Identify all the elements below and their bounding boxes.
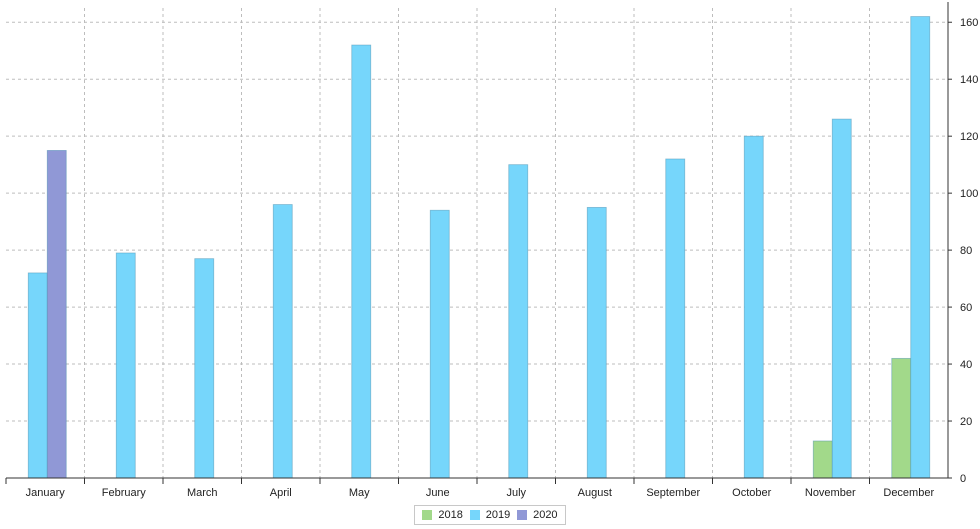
- bar-2019-july: [508, 164, 529, 479]
- bars: [27, 16, 931, 479]
- legend-item-2019: 2019: [469, 509, 511, 521]
- bar-2019-january: [27, 272, 48, 479]
- bar-2019-august: [586, 206, 607, 479]
- legend-label: 2019: [485, 509, 511, 521]
- bar-2018-december: [891, 357, 912, 479]
- x-tick-label: February: [102, 487, 147, 499]
- legend-swatch: [469, 510, 480, 520]
- bar-2018-november: [812, 440, 833, 479]
- bar-2019-september: [665, 158, 686, 479]
- x-tick-label: August: [578, 487, 612, 499]
- x-tick-label: June: [426, 487, 450, 499]
- legend-label: 2020: [533, 509, 558, 521]
- x-tick-label: November: [805, 487, 856, 499]
- y-tick-label: 80: [960, 245, 972, 257]
- legend-label: 2018: [438, 509, 463, 521]
- x-tick-label: September: [646, 487, 700, 499]
- axes: [5, 2, 952, 484]
- x-tick-label: March: [187, 487, 218, 499]
- bar-2019-may: [351, 44, 372, 479]
- bar-2019-march: [194, 258, 215, 479]
- y-tick-label: 100: [960, 188, 978, 200]
- bar-2019-april: [272, 204, 293, 479]
- bar-2019-october: [743, 135, 764, 479]
- x-tick-label: May: [349, 487, 370, 499]
- y-tick-label: 120: [960, 131, 978, 143]
- legend-item-2018: 2018: [422, 509, 463, 521]
- x-tick-label: January: [26, 487, 66, 499]
- y-tick-label: 20: [960, 416, 972, 428]
- legend: 2018 2019 2020: [414, 505, 566, 525]
- x-tick-label: October: [732, 487, 771, 499]
- legend-swatch: [517, 510, 528, 520]
- y-tick-label: 60: [960, 302, 972, 314]
- y-tick-label: 140: [960, 74, 978, 86]
- bar-2019-november: [831, 118, 852, 479]
- gridlines: [6, 8, 948, 478]
- x-tick-label: December: [883, 487, 934, 499]
- bar-2019-june: [429, 209, 450, 479]
- bar-2020-january: [46, 150, 67, 479]
- y-tick-label: 160: [960, 17, 978, 29]
- bar-2019-december: [910, 16, 931, 479]
- y-tick-label: 40: [960, 359, 972, 371]
- tick-labels: 0 20 40 60 80 100 120 140 160 January February Marc…: [26, 17, 979, 499]
- x-tick-label: July: [506, 487, 526, 499]
- bar-2019-february: [115, 252, 136, 479]
- x-tick-label: April: [270, 487, 292, 499]
- legend-item-2020: 2020: [517, 509, 558, 521]
- legend-swatch: [422, 510, 433, 520]
- y-tick-label: 0: [960, 473, 966, 485]
